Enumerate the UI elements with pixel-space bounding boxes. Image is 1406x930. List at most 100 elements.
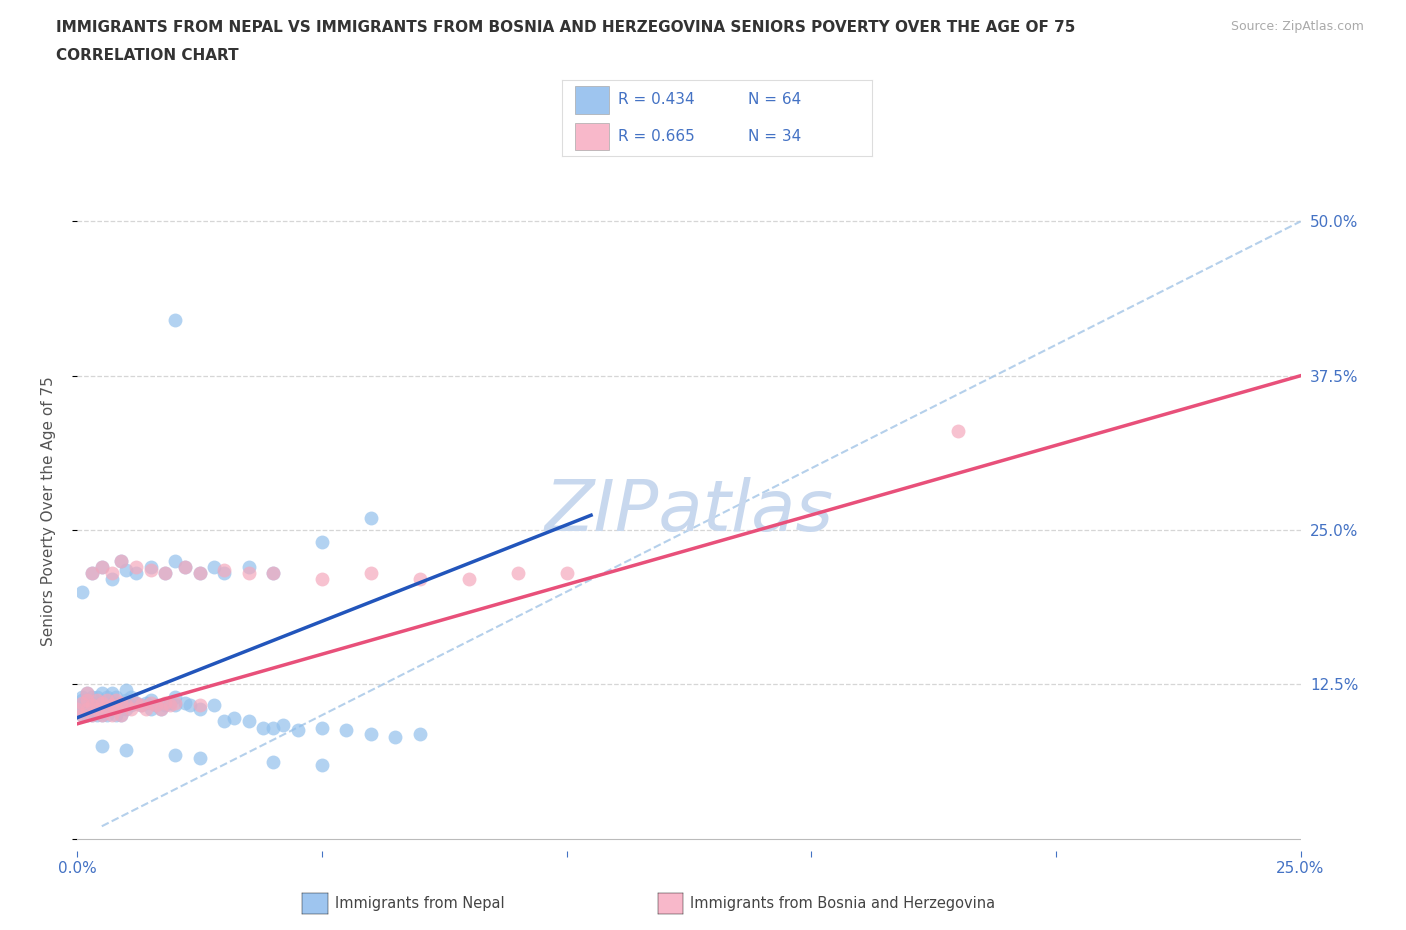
- Point: [145, 698, 167, 712]
- Point: [188, 701, 211, 716]
- Point: [129, 698, 152, 712]
- Point: [105, 701, 128, 716]
- Point: [105, 693, 128, 708]
- Point: [287, 723, 309, 737]
- Point: [129, 698, 152, 712]
- Point: [100, 698, 122, 712]
- Point: [80, 701, 103, 716]
- Bar: [575, 86, 609, 113]
- Point: [105, 689, 128, 704]
- Point: [311, 535, 333, 550]
- Point: [125, 560, 148, 575]
- Point: [105, 698, 128, 712]
- Point: [86, 698, 108, 712]
- Point: [115, 683, 138, 698]
- Point: [76, 701, 98, 716]
- Bar: [575, 123, 609, 150]
- Point: [70, 584, 93, 599]
- Point: [238, 565, 260, 580]
- Point: [86, 693, 108, 708]
- Point: [120, 689, 142, 704]
- Point: [70, 708, 93, 723]
- Point: [384, 730, 406, 745]
- Point: [96, 708, 118, 723]
- Point: [90, 701, 112, 716]
- Point: [202, 560, 225, 575]
- Point: [80, 565, 103, 580]
- Point: [115, 562, 138, 577]
- Point: [457, 572, 479, 587]
- Point: [188, 698, 211, 712]
- Point: [139, 560, 162, 575]
- Point: [66, 701, 89, 716]
- Point: [212, 714, 235, 729]
- Point: [262, 565, 284, 580]
- Point: [555, 565, 578, 580]
- Text: ZIPatlas: ZIPatlas: [544, 477, 834, 546]
- Point: [115, 698, 138, 712]
- Point: [222, 711, 245, 725]
- Point: [149, 701, 172, 716]
- Point: [409, 726, 432, 741]
- Point: [96, 693, 118, 708]
- Point: [120, 698, 142, 712]
- Point: [70, 698, 93, 712]
- Point: [105, 708, 128, 723]
- Point: [66, 701, 89, 716]
- Point: [76, 701, 98, 716]
- Point: [174, 560, 197, 575]
- Point: [110, 696, 132, 711]
- Point: [110, 553, 132, 568]
- Point: [165, 312, 187, 327]
- Point: [179, 698, 201, 712]
- Point: [202, 698, 225, 712]
- Point: [90, 560, 112, 575]
- Point: [90, 696, 112, 711]
- Point: [165, 747, 187, 762]
- Point: [335, 723, 357, 737]
- Point: [90, 560, 112, 575]
- Point: [125, 696, 148, 711]
- Point: [262, 754, 284, 769]
- Point: [155, 698, 177, 712]
- Point: [115, 742, 138, 757]
- Point: [238, 714, 260, 729]
- Point: [90, 738, 112, 753]
- Point: [76, 685, 98, 700]
- Text: R = 0.434: R = 0.434: [619, 92, 695, 107]
- Point: [139, 696, 162, 711]
- Point: [139, 693, 162, 708]
- Text: N = 34: N = 34: [748, 129, 801, 144]
- Point: [90, 708, 112, 723]
- Point: [90, 685, 112, 700]
- Point: [311, 720, 333, 735]
- Point: [100, 565, 122, 580]
- Point: [110, 708, 132, 723]
- Point: [311, 757, 333, 772]
- Point: [165, 553, 187, 568]
- Point: [80, 565, 103, 580]
- Point: [76, 685, 98, 700]
- Point: [262, 565, 284, 580]
- Text: R = 0.665: R = 0.665: [619, 129, 695, 144]
- Point: [311, 572, 333, 587]
- Text: Source: ZipAtlas.com: Source: ZipAtlas.com: [1230, 20, 1364, 33]
- Point: [165, 698, 187, 712]
- Point: [70, 689, 93, 704]
- Point: [80, 698, 103, 712]
- Point: [135, 696, 157, 711]
- Point: [145, 698, 167, 712]
- Text: N = 64: N = 64: [748, 92, 801, 107]
- Point: [76, 693, 98, 708]
- Point: [100, 701, 122, 716]
- Point: [252, 720, 274, 735]
- Point: [165, 696, 187, 711]
- Point: [80, 696, 103, 711]
- Point: [409, 572, 432, 587]
- Point: [360, 511, 382, 525]
- Text: IMMIGRANTS FROM NEPAL VS IMMIGRANTS FROM BOSNIA AND HERZEGOVINA SENIORS POVERTY : IMMIGRANTS FROM NEPAL VS IMMIGRANTS FROM…: [56, 20, 1076, 35]
- Point: [125, 696, 148, 711]
- Point: [188, 565, 211, 580]
- Point: [159, 698, 181, 712]
- Point: [76, 693, 98, 708]
